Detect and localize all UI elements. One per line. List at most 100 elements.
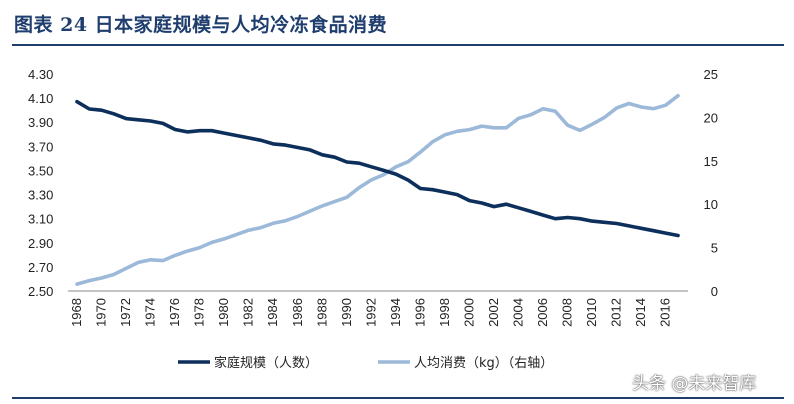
consumption-point (481, 125, 483, 127)
household-size-point (125, 117, 127, 119)
household-size-point (358, 162, 360, 164)
y-left-tick-label: 3.10 (28, 212, 53, 227)
consumption-point (493, 127, 495, 129)
household-size-point (162, 122, 164, 124)
household-size-point (113, 113, 115, 115)
consumption-point (162, 259, 164, 261)
consumption-point (76, 283, 78, 285)
consumption-point (186, 250, 188, 252)
consumption-point (199, 246, 201, 248)
household-size-point (395, 173, 397, 175)
y-left-tick-label: 3.30 (28, 188, 53, 203)
x-tick-label: 1990 (339, 298, 354, 327)
x-tick-label: 1992 (363, 298, 378, 327)
consumption-point (640, 106, 642, 108)
x-tick-label: 2000 (461, 298, 476, 327)
series-line-per-capita-consumption (75, 93, 680, 286)
consumption-point (333, 200, 335, 202)
x-tick-label: 1968 (69, 298, 84, 327)
consumption-point (468, 128, 470, 130)
household-size-point (419, 187, 421, 189)
x-tick-label: 2006 (535, 298, 550, 327)
household-size-point (100, 109, 102, 111)
household-size-point (76, 101, 78, 103)
household-size-point (333, 156, 335, 158)
y-right-tick-label: 0 (711, 284, 718, 299)
household-size-point (223, 132, 225, 134)
household-size-point (554, 218, 556, 220)
consumption-point (309, 210, 311, 212)
y-left-tick-label: 2.70 (28, 260, 53, 275)
legend: 家庭规模（人数） 人均消费（kg）（右轴） (178, 355, 553, 371)
legend-label: 家庭规模（人数） (214, 355, 318, 371)
consumption-point (297, 215, 299, 217)
x-tick-label: 1972 (118, 298, 133, 327)
household-size-point (505, 203, 507, 205)
legend-label: 人均消费（kg）（右轴） (414, 356, 553, 371)
consumption-point (284, 220, 286, 222)
household-size-point (603, 221, 605, 223)
consumption-point (505, 127, 507, 129)
watermark-text: 头条 @未来智库 (632, 374, 757, 394)
x-tick-label: 2008 (560, 298, 575, 327)
consumption-point (100, 277, 102, 279)
consumption-point (603, 116, 605, 118)
consumption-point (542, 108, 544, 110)
consumption-point (346, 196, 348, 198)
y-left-tick-label: 4.30 (28, 67, 53, 82)
consumption-point (677, 95, 679, 97)
consumption-point (223, 238, 225, 240)
y-left-tick-label: 3.70 (28, 139, 53, 154)
consumption-point (628, 102, 630, 104)
x-tick-label: 1976 (167, 298, 182, 327)
consumption-point (211, 241, 213, 243)
consumption-point (432, 141, 434, 143)
right-axis: 0 5 10 15 20 25 (704, 67, 718, 299)
y-right-tick-label: 15 (704, 154, 718, 169)
household-size-point (88, 108, 90, 110)
household-size-point (260, 139, 262, 141)
consumption-point (382, 174, 384, 176)
consumption-point (407, 161, 409, 163)
series-line-household-size (75, 99, 680, 238)
left-axis: 2.50 2.70 2.90 3.10 3.30 3.50 3.70 3.90 4.10 4.30 (28, 67, 53, 299)
consumption-point (530, 114, 532, 116)
x-tick-label: 2004 (511, 298, 526, 327)
household-size-point (677, 234, 679, 236)
consumption-point (444, 134, 446, 136)
consumption-point (652, 108, 654, 110)
bottom-divider (12, 397, 784, 399)
y-left-tick-label: 3.90 (28, 115, 53, 130)
x-tick-label: 2010 (584, 298, 599, 327)
x-tick-label: 1986 (290, 298, 305, 327)
figure-title: 图表 24 日本家庭规模与人均冷冻食品消费 (14, 14, 388, 36)
x-tick-label: 2012 (609, 298, 624, 327)
household-size-point (248, 137, 250, 139)
household-size-point (297, 146, 299, 148)
x-tick-label: 2014 (633, 298, 648, 327)
consumption-point (419, 151, 421, 153)
consumption-point (321, 205, 323, 207)
household-size-point (370, 166, 372, 168)
consumption-point (235, 233, 237, 235)
x-tick-label: 1994 (388, 298, 403, 327)
household-size-point (665, 232, 667, 234)
consumption-point (113, 273, 115, 275)
household-size-point (149, 120, 151, 122)
x-tick-label: 2002 (486, 298, 501, 327)
household-size-point (456, 193, 458, 195)
household-size-point (530, 210, 532, 212)
consumption-point (248, 229, 250, 231)
household-size-point (628, 225, 630, 227)
y-right-tick-label: 5 (711, 241, 718, 256)
household-size-point (468, 199, 470, 201)
household-size-point (235, 134, 237, 136)
x-tick-label: 1970 (94, 298, 109, 327)
household-size-point (432, 189, 434, 191)
household-size-point (382, 169, 384, 171)
consumption-point (566, 124, 568, 126)
consumption-point (260, 226, 262, 228)
consumption-point (517, 117, 519, 119)
household-size-point (174, 128, 176, 130)
consumption-point (456, 130, 458, 132)
